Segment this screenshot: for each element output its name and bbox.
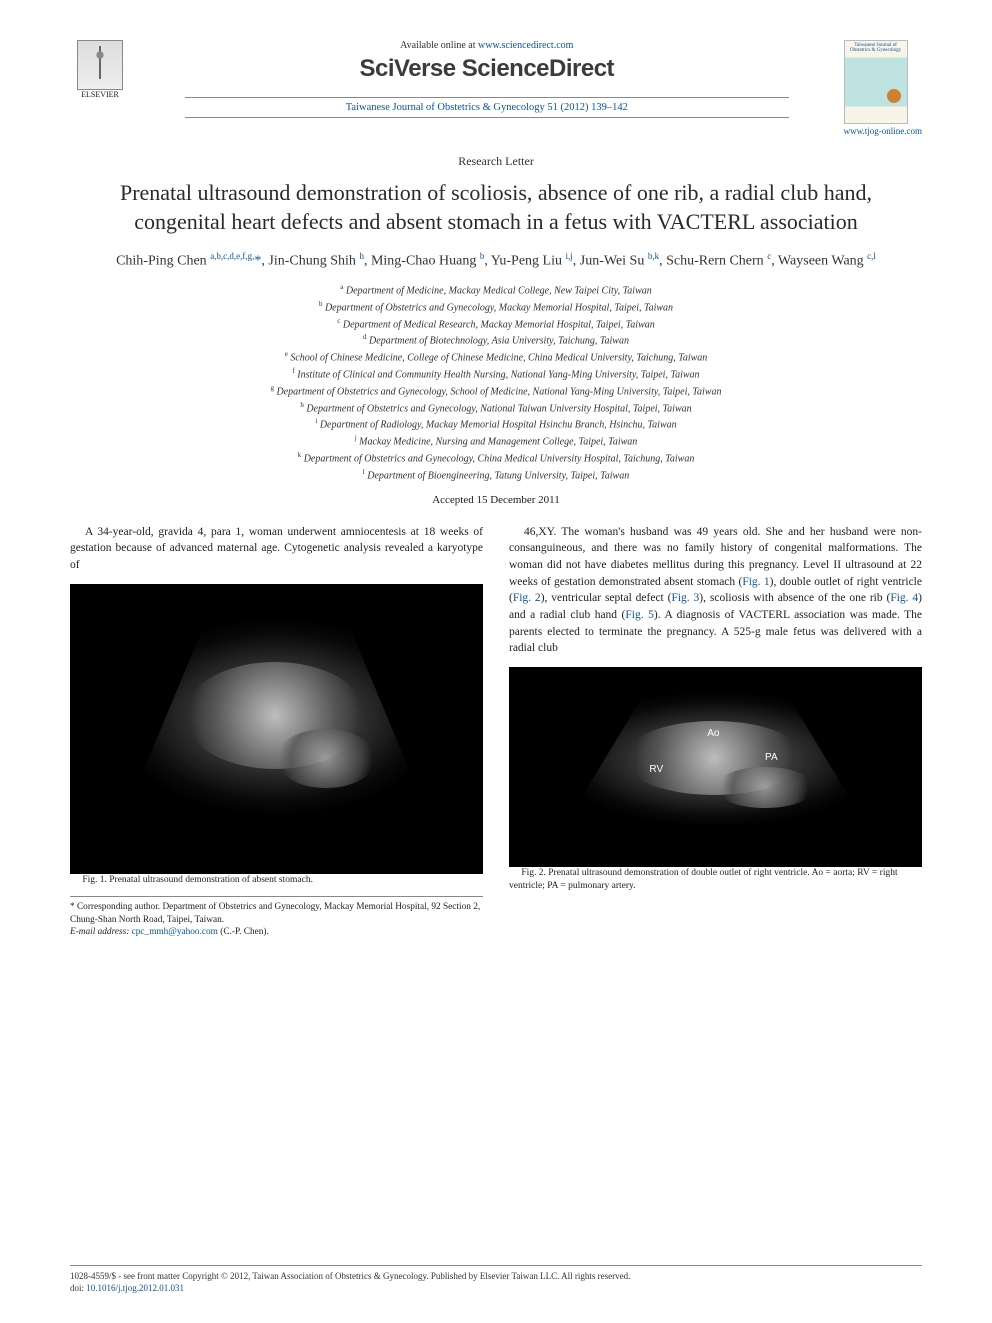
cover-title: Taiwanese Journal of Obstetrics & Gyneco… [850, 43, 901, 53]
fig3-ref-link[interactable]: Fig. 3 [671, 592, 699, 604]
fig2-label-pa: PA [765, 751, 778, 766]
page-footer: 1028-4559/$ - see front matter Copyright… [70, 1265, 922, 1295]
fig1-ref-link[interactable]: Fig. 1 [742, 576, 769, 588]
accepted-date: Accepted 15 December 2011 [70, 494, 922, 506]
elsevier-label: ELSEVIER [81, 90, 119, 99]
author-list: Chih-Ping Chen a,b,c,d,e,f,g,*, Jin-Chun… [70, 250, 922, 272]
journal-cover-thumb: Taiwanese Journal of Obstetrics & Gyneco… [844, 40, 908, 124]
fig2-ref-link[interactable]: Fig. 2 [513, 592, 541, 604]
footer-copyright: see front matter Copyright © 2012, Taiwa… [124, 1271, 631, 1281]
affiliation-item: a Department of Medicine, Mackay Medical… [70, 282, 922, 299]
figure-2-caption: Fig. 2. Prenatal ultrasound demonstratio… [509, 867, 922, 892]
available-prefix: Available online at [400, 40, 478, 51]
fig4-ref-link[interactable]: Fig. 4 [890, 592, 918, 604]
figure-1-caption: Fig. 1. Prenatal ultrasound demonstratio… [70, 874, 483, 886]
corresponding-author-block: * Corresponding author. Department of Ob… [70, 896, 483, 939]
affiliation-item: f Institute of Clinical and Community He… [70, 366, 922, 383]
figure-2-image: Ao RV PA [509, 667, 922, 867]
affiliation-item: i Department of Radiology, Mackay Memori… [70, 416, 922, 433]
affiliation-item: e School of Chinese Medicine, College of… [70, 349, 922, 366]
ultrasound-image-icon [550, 685, 880, 849]
journal-reference: Taiwanese Journal of Obstetrics & Gyneco… [185, 97, 789, 118]
footer-doi-link[interactable]: 10.1016/j.tjog.2012.01.031 [86, 1283, 184, 1293]
ultrasound-image-icon [111, 610, 441, 848]
body-para-1: A 34-year-old, gravida 4, para 1, woman … [70, 524, 483, 574]
article-title: Prenatal ultrasound demonstration of sco… [80, 179, 912, 236]
fig5-ref-link[interactable]: Fig. 5 [625, 609, 653, 621]
sciverse-brand: SciVerse ScienceDirect [145, 55, 829, 83]
affiliation-item: l Department of Bioengineering, Tatung U… [70, 467, 922, 484]
affiliation-item: b Department of Obstetrics and Gynecolog… [70, 299, 922, 316]
page-header: ELSEVIER Available online at www.science… [70, 40, 922, 136]
available-online-line: Available online at www.sciencedirect.co… [145, 40, 829, 51]
figure-2: Ao RV PA Fig. 2. Prenatal ultrasound dem… [509, 667, 922, 892]
footer-doi-label: doi: [70, 1283, 84, 1293]
body-para-2: 46,XY. The woman's husband was 49 years … [509, 524, 922, 657]
footer-issn: 1028-4559/$ - [70, 1271, 124, 1281]
affiliation-item: c Department of Medical Research, Mackay… [70, 316, 922, 333]
figure-1: Fig. 1. Prenatal ultrasound demonstratio… [70, 584, 483, 886]
affiliation-item: h Department of Obstetrics and Gynecolog… [70, 400, 922, 417]
article-type: Research Letter [70, 154, 922, 169]
tjog-online-link[interactable]: www.tjog-online.com [844, 126, 922, 136]
affiliation-item: d Department of Biotechnology, Asia Univ… [70, 332, 922, 349]
corresponding-email-line: E-mail address: cpc_mmh@yahoo.com (C.-P.… [70, 926, 483, 939]
corresponding-email-link[interactable]: cpc_mmh@yahoo.com [132, 927, 218, 937]
header-center: Available online at www.sciencedirect.co… [130, 40, 844, 118]
email-suffix: (C.-P. Chen). [220, 927, 269, 937]
figure-1-image [70, 584, 483, 874]
affiliation-list: a Department of Medicine, Mackay Medical… [70, 282, 922, 484]
article-body: A 34-year-old, gravida 4, para 1, woman … [70, 524, 922, 939]
sciencedirect-link[interactable]: www.sciencedirect.com [478, 40, 573, 51]
fig2-label-rv: RV [649, 763, 663, 778]
elsevier-logo: ELSEVIER [70, 40, 130, 110]
fig2-label-ao: Ao [707, 727, 719, 742]
affiliation-item: j Mackay Medicine, Nursing and Managemen… [70, 433, 922, 450]
corresponding-line: * Corresponding author. Department of Ob… [70, 901, 483, 926]
email-label: E-mail address: [70, 927, 132, 937]
affiliation-item: k Department of Obstetrics and Gynecolog… [70, 450, 922, 467]
elsevier-tree-icon [77, 40, 123, 90]
affiliation-item: g Department of Obstetrics and Gynecolog… [70, 383, 922, 400]
journal-cover-block: Taiwanese Journal of Obstetrics & Gyneco… [844, 40, 922, 136]
